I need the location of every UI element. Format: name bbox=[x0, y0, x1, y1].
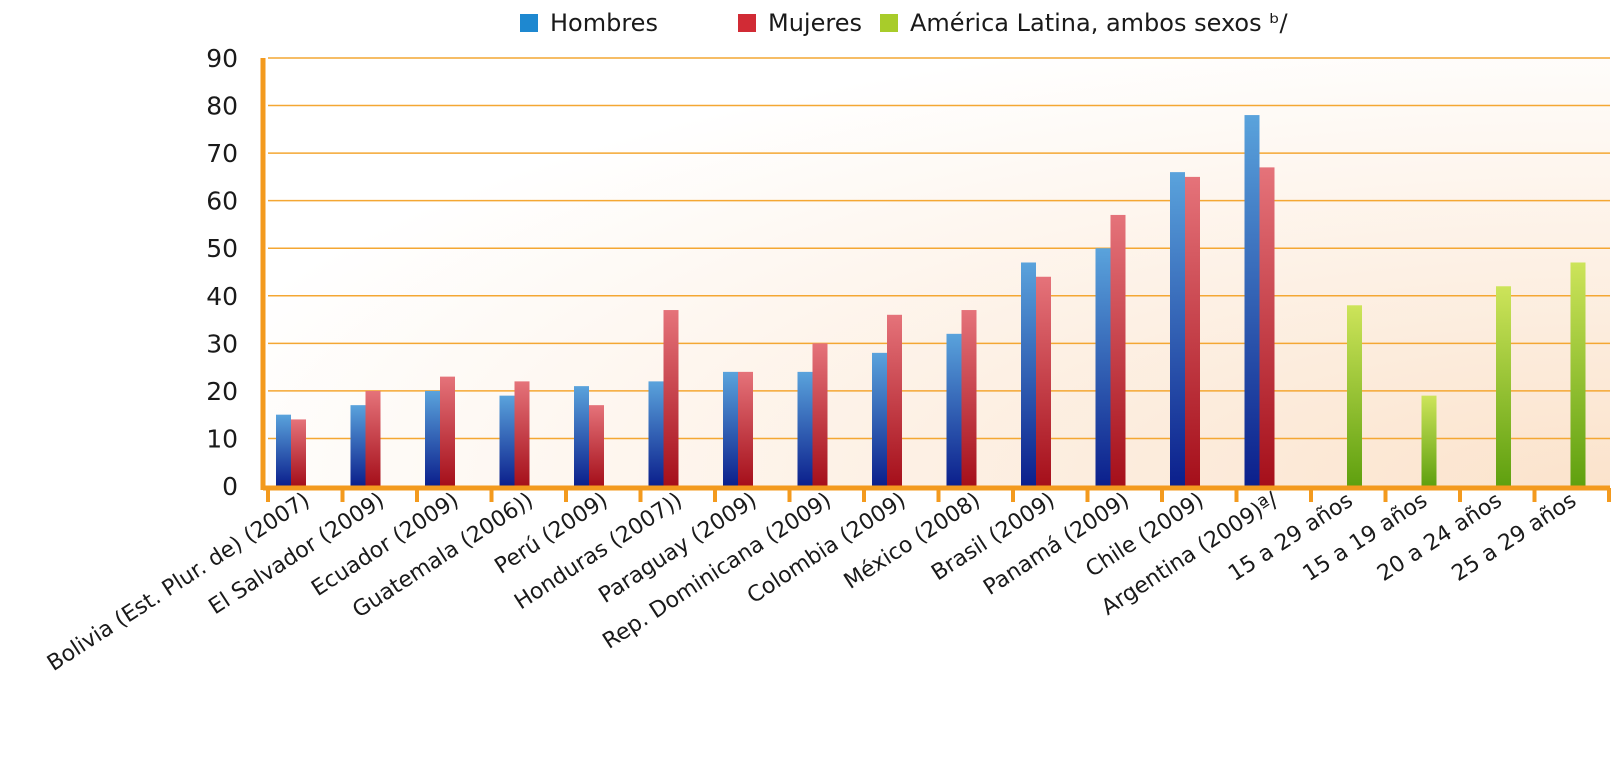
bar-hombres bbox=[648, 381, 664, 486]
legend-label: Hombres bbox=[550, 9, 658, 37]
y-tick-label: 60 bbox=[206, 187, 238, 216]
y-tick-label: 0 bbox=[222, 472, 238, 501]
y-tick-label: 20 bbox=[206, 377, 238, 406]
x-tick-label: 15 a 19 años bbox=[1299, 488, 1432, 587]
plot-background bbox=[268, 58, 1610, 486]
bar-hombres bbox=[797, 371, 813, 486]
x-tick-labels: Bolivia (Est. Plur. de) (2007)El Salvado… bbox=[43, 488, 1581, 677]
bar-mujeres bbox=[738, 371, 753, 486]
bar-hombres bbox=[872, 352, 887, 486]
legend: Hombres Mujeres América Latina, ambos sexo… bbox=[520, 9, 1289, 37]
bar-hombres bbox=[946, 333, 962, 486]
bars bbox=[276, 115, 1586, 487]
y-tick-label: 30 bbox=[206, 329, 238, 358]
bar-mujeres bbox=[1259, 167, 1275, 486]
y-tick-label: 80 bbox=[206, 92, 238, 121]
y-tick-label: 10 bbox=[206, 424, 238, 453]
y-tick-label: 90 bbox=[206, 44, 238, 73]
legend-swatch bbox=[520, 14, 538, 32]
bar-hombres bbox=[1170, 172, 1185, 486]
legend-label: América Latina, ambos sexos ᵇ/ bbox=[910, 9, 1289, 37]
x-tick-label: 25 a 29 años bbox=[1448, 488, 1581, 587]
bar-mujeres bbox=[1036, 276, 1051, 486]
legend-swatch bbox=[738, 14, 756, 32]
bar-hombres bbox=[350, 405, 366, 486]
x-tick-label: 15 a 29 años bbox=[1224, 488, 1357, 587]
bar-mujeres bbox=[887, 314, 902, 486]
legend-label: Mujeres bbox=[768, 9, 862, 37]
y-tick-label: 70 bbox=[206, 139, 238, 168]
bar-mujeres bbox=[812, 343, 828, 486]
legend-swatch bbox=[880, 14, 898, 32]
x-tick-label: 20 a 24 años bbox=[1373, 488, 1506, 587]
bar-hombres bbox=[1244, 115, 1260, 487]
bar-hombres bbox=[723, 371, 738, 486]
y-tick-labels: 0 10 20 30 40 50 60 70 80 90 bbox=[206, 44, 238, 501]
bar-latam bbox=[1496, 286, 1511, 486]
bar-mujeres bbox=[663, 310, 679, 486]
bar-hombres bbox=[499, 395, 515, 486]
y-tick-label: 40 bbox=[206, 282, 238, 311]
bar-hombres bbox=[1021, 262, 1036, 486]
bar-hombres bbox=[1095, 248, 1111, 486]
bar-latam bbox=[1347, 305, 1362, 486]
axes bbox=[260, 58, 1611, 502]
bar-mujeres bbox=[365, 390, 381, 486]
bar-mujeres bbox=[514, 381, 530, 486]
bar-hombres bbox=[425, 390, 440, 486]
bar-latam bbox=[1570, 262, 1586, 486]
gridlines bbox=[268, 57, 1610, 440]
bar-mujeres bbox=[291, 419, 306, 486]
bar-latam bbox=[1421, 395, 1437, 486]
bar-mujeres bbox=[440, 376, 455, 486]
bar-mujeres bbox=[589, 405, 604, 486]
bar-hombres bbox=[574, 386, 589, 486]
y-tick-label: 50 bbox=[206, 234, 238, 263]
bar-mujeres bbox=[961, 310, 977, 486]
bar-mujeres bbox=[1110, 214, 1126, 486]
bar-hombres bbox=[276, 414, 291, 486]
bar-mujeres bbox=[1185, 176, 1200, 486]
